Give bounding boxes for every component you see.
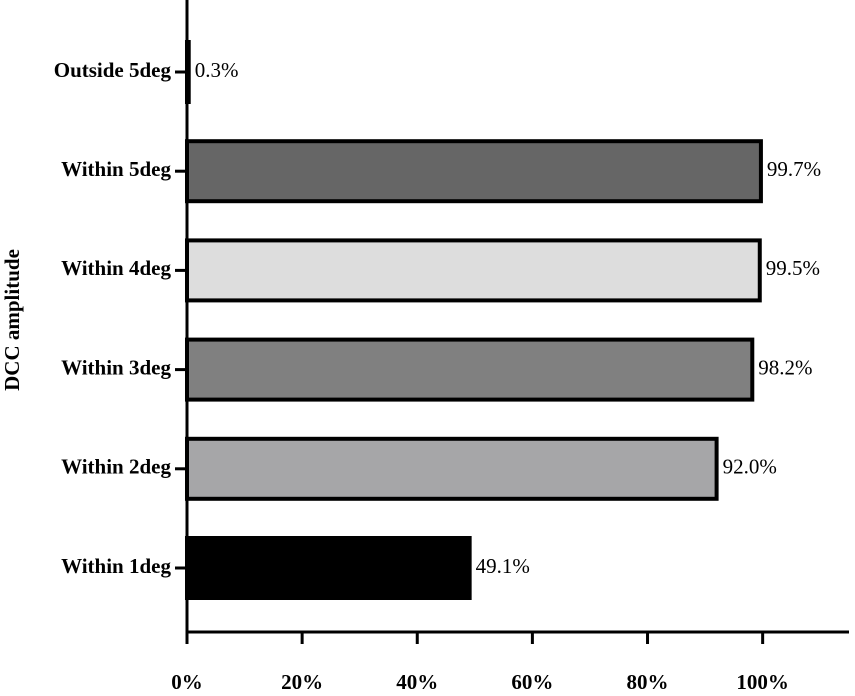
x-tick-label: 0% bbox=[171, 670, 203, 694]
y-tick-label: Within 5deg bbox=[61, 157, 171, 181]
data-label: 99.7% bbox=[767, 157, 821, 181]
data-label: 98.2% bbox=[758, 355, 812, 379]
bar bbox=[185, 337, 755, 402]
x-tick-label: 40% bbox=[396, 670, 438, 694]
y-tick-label: Within 3deg bbox=[61, 355, 171, 379]
data-label: 0.3% bbox=[195, 58, 239, 82]
y-tick-label: Outside 5deg bbox=[54, 58, 172, 82]
bar bbox=[185, 436, 719, 501]
y-axis-label: DCC amplitude bbox=[0, 249, 24, 391]
x-tick-label: 20% bbox=[281, 670, 323, 694]
x-tick-label: 100% bbox=[736, 670, 789, 694]
x-tick-label: 60% bbox=[511, 670, 553, 694]
data-label: 99.5% bbox=[766, 256, 820, 280]
bar bbox=[185, 536, 472, 600]
data-label: 92.0% bbox=[723, 455, 777, 479]
y-tick-label: Within 1deg bbox=[61, 554, 171, 578]
bar bbox=[185, 238, 762, 303]
x-tick-label: 80% bbox=[627, 670, 669, 694]
data-label: 49.1% bbox=[476, 554, 530, 578]
bar bbox=[185, 139, 763, 204]
y-tick-label: Within 2deg bbox=[61, 455, 171, 479]
y-tick-label: Within 4deg bbox=[61, 256, 171, 280]
